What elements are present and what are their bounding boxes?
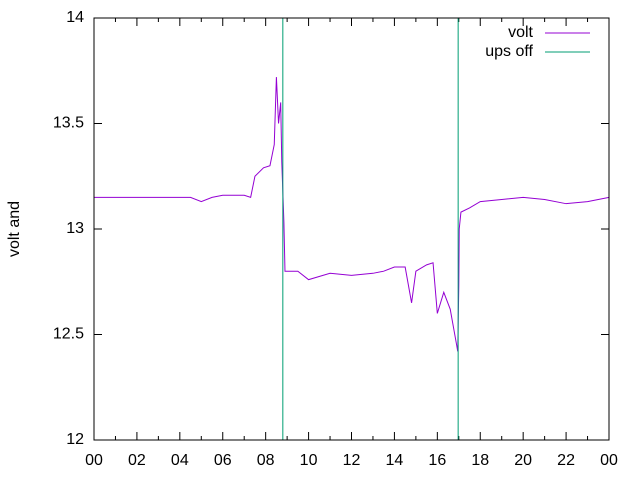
- y-tick-label: 14: [66, 9, 84, 26]
- series-line: [282, 18, 459, 440]
- y-tick-label: 13: [66, 220, 84, 237]
- x-tick-label: 06: [214, 452, 232, 469]
- x-tick-label: 12: [343, 452, 361, 469]
- y-tick-label: 13.5: [53, 115, 84, 132]
- x-tick-label: 00: [600, 452, 618, 469]
- plot-frame: [93, 17, 610, 441]
- series-line: [94, 77, 610, 352]
- x-tick-label: 14: [386, 452, 404, 469]
- x-tick-label: 04: [171, 452, 189, 469]
- legend-label: ups off: [485, 43, 533, 60]
- x-tick-label: 10: [300, 452, 318, 469]
- x-tick-label: 22: [557, 452, 575, 469]
- x-tick-label: 16: [428, 452, 446, 469]
- x-tick-label: 02: [128, 452, 146, 469]
- x-tick-label: 08: [257, 452, 275, 469]
- y-tick-label: 12: [66, 431, 84, 448]
- y-tick-label: 12.5: [53, 326, 84, 343]
- x-tick-label: 00: [85, 452, 103, 469]
- legend-label: volt: [508, 24, 533, 41]
- y-axis-label: volt and: [6, 201, 23, 257]
- x-tick-label: 18: [471, 452, 489, 469]
- x-tick-label: 20: [514, 452, 532, 469]
